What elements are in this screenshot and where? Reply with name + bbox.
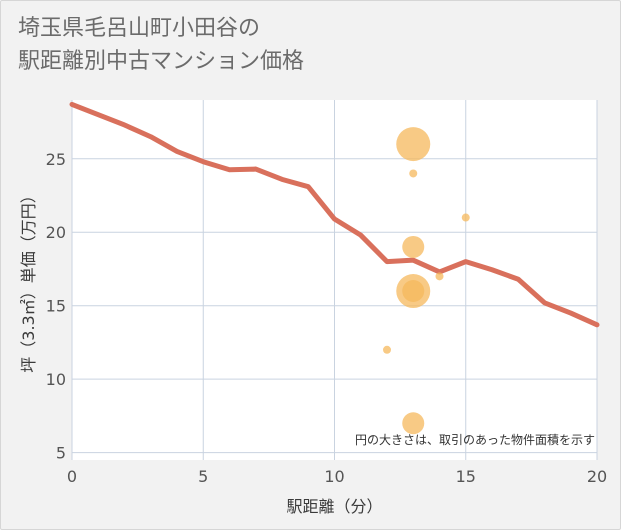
x-tick-label: 20	[587, 467, 607, 486]
y-tick-label: 20	[46, 223, 66, 242]
x-tick-label: 5	[198, 467, 208, 486]
bubble-point	[461, 213, 470, 222]
bubble-point	[409, 169, 418, 178]
x-tick-label: 10	[324, 467, 344, 486]
bubble-point	[402, 412, 425, 435]
y-axis-label: 坪（3.3㎡）単価（万円）	[19, 187, 38, 372]
x-tick-label: 0	[67, 467, 77, 486]
trend-line	[69, 101, 600, 328]
chart-note: 円の大きさは、取引のあった物件面積を示す	[355, 432, 595, 447]
y-tick-label: 25	[46, 150, 66, 169]
line-layer	[69, 101, 600, 328]
y-tick-label: 5	[56, 444, 66, 463]
bubble-point	[396, 127, 431, 162]
y-tick-label: 15	[46, 297, 66, 316]
bubble-point	[435, 272, 444, 281]
y-tick-label: 10	[46, 370, 66, 389]
title-line-2: 駅距離別中古マンション価格	[18, 49, 305, 74]
x-axis-label: 駅距離（分）	[286, 497, 382, 516]
x-tick-label: 15	[456, 467, 476, 486]
bubble-point	[402, 235, 425, 258]
bubble-layer	[383, 127, 470, 435]
bubble-point	[383, 345, 391, 354]
chart-title: 埼玉県毛呂山町小田谷の 駅距離別中古マンション価格	[18, 12, 304, 78]
bubble-point	[402, 280, 425, 303]
title-line-1: 埼玉県毛呂山町小田谷の	[18, 16, 261, 41]
grid-layer	[71, 100, 598, 460]
